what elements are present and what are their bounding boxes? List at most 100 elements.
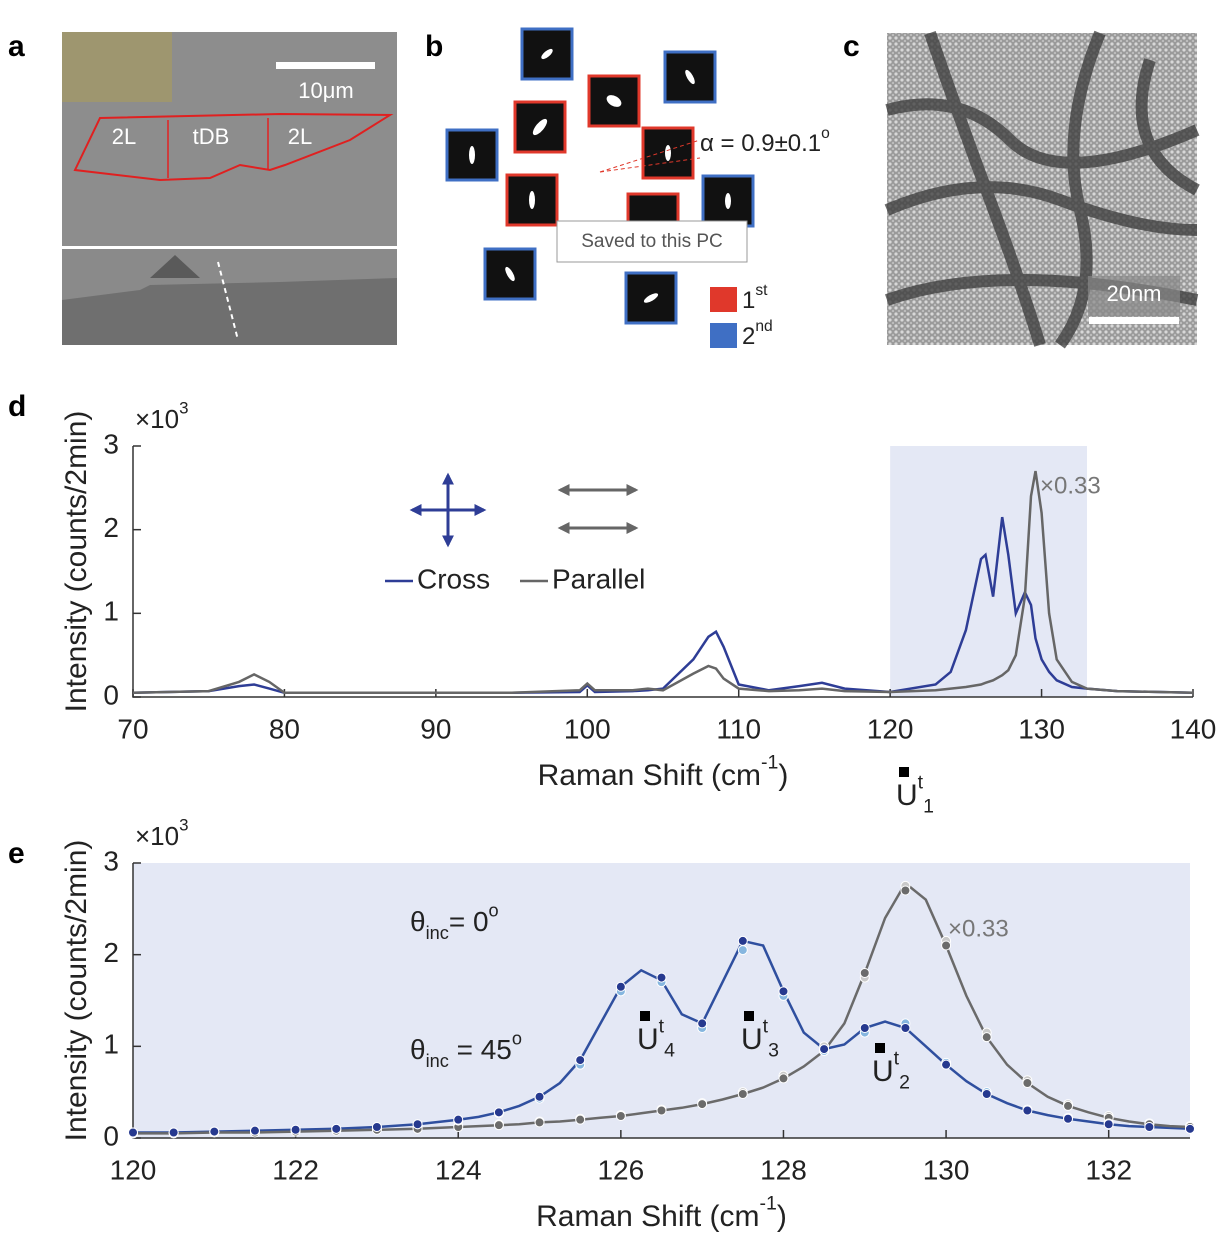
data-point — [616, 1112, 625, 1121]
data-point — [860, 969, 869, 978]
panel-label: c — [843, 30, 860, 63]
mode-label-part: t — [918, 772, 924, 794]
legend-text-part: = 0 — [449, 906, 489, 937]
scale-bar — [276, 62, 375, 69]
mode-label-part: t — [894, 1048, 900, 1070]
scale-bar-label: 10μm — [298, 78, 353, 103]
x-tick-label: 120 — [110, 1154, 157, 1185]
legend-text: Cross — [417, 563, 490, 594]
data-point — [332, 1124, 341, 1133]
annotation: ×0.33 — [948, 915, 1009, 942]
y-tick-label: 0 — [103, 1120, 119, 1151]
angle-annotation-part: o — [821, 125, 830, 142]
x-axis-label-part: ) — [778, 759, 788, 792]
data-point — [210, 1127, 219, 1136]
mode-marker — [744, 1011, 754, 1021]
mode-label-part: t — [763, 1016, 769, 1038]
mode-label-part: 3 — [768, 1040, 779, 1062]
x-axis-label-part: -1 — [761, 752, 778, 774]
y-tick-label: 0 — [103, 679, 119, 710]
x-tick-label: 110 — [716, 713, 761, 744]
legend-text: 1st — [742, 282, 768, 314]
optical-image — [62, 32, 172, 102]
legend-text-part: 1 — [742, 287, 755, 314]
x-tick-label: 140 — [1170, 713, 1217, 744]
data-point — [1104, 1120, 1113, 1129]
x-axis-label-part: Raman Shift (cm — [536, 1200, 759, 1233]
data-point — [291, 1125, 300, 1134]
y-axis-label-part: Intensity (counts/2min) — [60, 411, 93, 713]
axis-multiplier: ×103 — [135, 399, 189, 434]
legend-text: Parallel — [552, 563, 645, 594]
y-tick-label: 1 — [103, 1029, 119, 1060]
mode-label-part: U — [896, 779, 918, 812]
mode-marker — [875, 1043, 885, 1053]
panel-c: 20nm — [887, 33, 1197, 345]
data-point — [576, 1056, 585, 1065]
data-point — [738, 946, 747, 955]
data-point — [779, 1074, 788, 1083]
angle-annotation-part: α = 0.9±0.1 — [700, 130, 821, 157]
data-point — [982, 1033, 991, 1042]
data-point — [657, 973, 666, 982]
data-point — [698, 1019, 707, 1028]
x-tick-label: 122 — [272, 1154, 319, 1185]
panel-label: d — [8, 390, 26, 423]
data-point — [576, 1115, 585, 1124]
legend-text-part: θ — [410, 1034, 426, 1065]
legend-text-part: θ — [410, 906, 426, 937]
data-point — [1064, 1114, 1073, 1123]
data-point — [1186, 1124, 1195, 1133]
data-point — [372, 1123, 381, 1132]
mode-label-part: 1 — [923, 796, 934, 818]
x-axis-label-part: Raman Shift (cm — [538, 759, 761, 792]
data-point — [454, 1115, 463, 1124]
region-label: 2L — [112, 124, 136, 149]
axis-multiplier: ×103 — [135, 816, 189, 851]
data-point — [494, 1121, 503, 1130]
x-tick-label: 132 — [1085, 1154, 1132, 1185]
scale-bar-label: 20nm — [1106, 281, 1161, 306]
mode-label-part: U — [872, 1055, 894, 1088]
data-point — [1064, 1101, 1073, 1110]
x-axis-label: Raman Shift (cm-1) — [538, 752, 789, 792]
axis-multiplier-part: 3 — [179, 399, 188, 418]
data-point — [1023, 1079, 1032, 1088]
data-point — [820, 1045, 829, 1054]
x-tick-label: 130 — [1018, 713, 1065, 744]
panel-label: b — [425, 30, 443, 63]
y-tick-label: 3 — [103, 428, 119, 459]
x-axis-label-part: ) — [777, 1200, 787, 1233]
panel-label: e — [8, 837, 25, 870]
scale-bar — [1089, 317, 1179, 324]
legend-text-part: = 45 — [449, 1034, 512, 1065]
page: 10μm 2L tDB 2L Saved to this PC 20nm abc… — [0, 0, 1221, 1254]
data-point — [535, 1118, 544, 1127]
data-point — [169, 1128, 178, 1137]
data-point — [1023, 1106, 1032, 1115]
x-tick-label: 128 — [760, 1154, 807, 1185]
legend-text-part: nd — [755, 318, 772, 335]
mode-label-part: U — [637, 1023, 659, 1056]
mode-marker — [640, 1011, 650, 1021]
data-point — [942, 941, 951, 950]
annotation: ×0.33 — [1040, 472, 1101, 499]
legend-text-part: 2 — [742, 323, 755, 350]
panel-label: a — [8, 30, 25, 63]
x-tick-label: 100 — [564, 713, 611, 744]
legend-swatch — [710, 287, 737, 312]
data-point — [129, 1128, 138, 1137]
data-point — [250, 1126, 259, 1135]
axis-multiplier-part: ×10 — [135, 404, 179, 434]
x-tick-label: 90 — [420, 713, 451, 744]
x-axis-label: Raman Shift (cm-1) — [536, 1193, 787, 1233]
data-point — [657, 1106, 666, 1115]
data-point — [901, 886, 910, 895]
panel-b: Saved to this PC — [447, 29, 753, 348]
x-tick-label: 130 — [923, 1154, 970, 1185]
mode-label-part: 2 — [899, 1072, 910, 1094]
data-point — [738, 1090, 747, 1099]
data-point — [1145, 1123, 1154, 1132]
x-tick-label: 120 — [867, 713, 914, 744]
y-axis-label-part: Intensity (counts/2min) — [60, 840, 93, 1142]
